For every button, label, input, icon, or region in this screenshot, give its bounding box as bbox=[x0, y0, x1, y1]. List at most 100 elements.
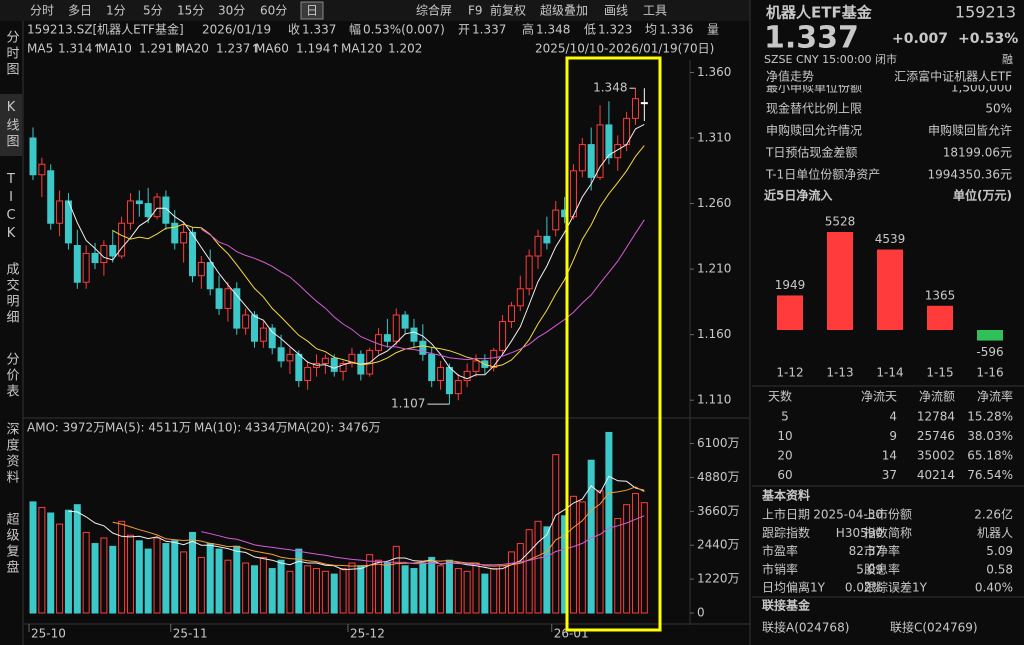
side-tab[interactable]: 成交明细 bbox=[4, 262, 20, 326]
candle-body bbox=[286, 353, 294, 362]
x-tick-label: 25-12 bbox=[350, 627, 385, 641]
candle-body bbox=[56, 200, 64, 224]
volume-bar bbox=[56, 523, 64, 614]
candle-body bbox=[587, 144, 595, 178]
toolbar-tab[interactable]: 分时 bbox=[30, 4, 54, 18]
candle-body bbox=[330, 357, 338, 372]
volume-bar bbox=[357, 565, 365, 614]
volume-bar bbox=[135, 540, 143, 614]
ma-name: MA10 bbox=[98, 42, 132, 56]
flow-date: 1-16 bbox=[976, 366, 1003, 380]
table-cell: 9 bbox=[889, 429, 897, 443]
side-tab[interactable]: 分时图 bbox=[4, 30, 20, 78]
table-cell: 5 bbox=[781, 410, 789, 424]
volume-bar bbox=[251, 565, 258, 614]
ma-value: 1.237↑ bbox=[216, 42, 260, 56]
ma-name: MA20 bbox=[175, 42, 209, 56]
volume-bar bbox=[144, 548, 152, 614]
nav-title: 净值走势 bbox=[766, 69, 814, 84]
fund-code: 159213 bbox=[955, 3, 1016, 22]
candle-body bbox=[304, 366, 312, 382]
table-cell: 20 bbox=[777, 449, 792, 463]
volume-bar bbox=[171, 540, 179, 614]
basic-label: 日均偏离1Y bbox=[762, 580, 826, 595]
table-cell: 25746 bbox=[917, 429, 955, 443]
candle-body bbox=[180, 231, 188, 244]
ma-value: 1.314↑ bbox=[58, 42, 102, 56]
candle-body bbox=[631, 98, 639, 119]
table-cell: 4 bbox=[889, 410, 897, 424]
candle-body bbox=[401, 314, 409, 329]
volume-bar bbox=[188, 531, 196, 614]
side-tab[interactable]: 深度资料 bbox=[4, 422, 20, 486]
candle-body bbox=[153, 196, 161, 218]
volume-bar bbox=[605, 431, 613, 614]
toolbar-tab[interactable]: 5分 bbox=[143, 4, 163, 18]
volume-bar bbox=[640, 502, 648, 614]
volume-bar bbox=[162, 543, 170, 614]
candle-body bbox=[499, 321, 507, 351]
volume-bar bbox=[197, 556, 205, 614]
toolbar-tab[interactable]: 15分 bbox=[177, 4, 204, 18]
toolbar-button[interactable]: 画线 bbox=[604, 4, 628, 18]
flow-title: 近5日净流入 bbox=[764, 188, 832, 203]
quote-value: 1.336 bbox=[659, 23, 693, 37]
toolbar-button[interactable]: 工具 bbox=[643, 4, 667, 18]
price: 1.337 bbox=[764, 21, 859, 56]
toolbar-tab[interactable]: 30分 bbox=[218, 4, 245, 18]
y-tick-label: 4880万 bbox=[697, 470, 740, 484]
side-tab[interactable]: K线图 bbox=[4, 100, 20, 150]
basic-value: 0.02% bbox=[845, 581, 883, 595]
toolbar-button[interactable]: 前复权 bbox=[490, 3, 526, 18]
margin-tag-box bbox=[1001, 52, 1016, 67]
basic-value: 82.37 bbox=[849, 544, 883, 558]
candle-body bbox=[543, 235, 551, 244]
quote-label: 低 bbox=[584, 23, 596, 37]
volume-bar bbox=[82, 531, 90, 614]
volume-bar bbox=[437, 565, 445, 614]
side-tab[interactable]: 超级复盘 bbox=[4, 512, 20, 576]
flow-bar bbox=[977, 330, 1003, 341]
y-tick-label: 1.360 bbox=[697, 65, 731, 79]
volume-bar bbox=[507, 551, 515, 614]
link-fund[interactable]: 联接A(024768) bbox=[762, 620, 849, 635]
toolbar-button[interactable]: 超级叠加 bbox=[540, 3, 588, 18]
toolbar-tab[interactable]: 日 bbox=[306, 4, 318, 18]
basic-value: 机器人 bbox=[977, 526, 1013, 540]
high-label: 1.348 bbox=[593, 81, 627, 95]
basic-value: 2025-04-30 bbox=[813, 508, 883, 522]
candle-body bbox=[91, 252, 99, 264]
candle-body bbox=[552, 209, 560, 231]
volume-ma-line bbox=[68, 475, 645, 571]
fund-title: 机器人ETF基金 bbox=[766, 4, 873, 22]
volume-bar bbox=[454, 568, 462, 614]
volume-bar bbox=[410, 568, 418, 614]
flow-value: 4539 bbox=[875, 232, 906, 246]
candle-body bbox=[472, 360, 480, 372]
volume-bar bbox=[29, 501, 37, 614]
volume-legend: MA(5): 4511万 bbox=[105, 421, 191, 435]
volume-bar bbox=[463, 570, 471, 614]
toolbar-tab[interactable]: 60分 bbox=[260, 4, 287, 18]
y-tick-label: 1.160 bbox=[697, 327, 731, 341]
market-status: SZSE CNY 15:00:00 闭市 bbox=[764, 52, 897, 66]
toolbar-tab[interactable]: 多日 bbox=[68, 4, 92, 18]
candle-body bbox=[206, 262, 214, 290]
y-tick-label: 1.210 bbox=[697, 262, 731, 276]
margin-tag: 融 bbox=[1002, 53, 1013, 66]
volume-bar bbox=[73, 504, 81, 614]
link-fund[interactable]: 联接C(024769) bbox=[890, 620, 978, 635]
toolbar-button[interactable]: F9 bbox=[468, 4, 483, 18]
basic-value: 2.26亿 bbox=[974, 507, 1013, 522]
y-tick-label: 1.310 bbox=[697, 131, 731, 145]
side-tab[interactable]: TICK bbox=[4, 172, 19, 244]
side-tab[interactable]: 分价表 bbox=[4, 352, 20, 400]
toolbar-tab[interactable]: 1分 bbox=[106, 4, 126, 18]
candle-body bbox=[410, 327, 418, 342]
candle-body bbox=[135, 200, 143, 205]
volume-bar bbox=[277, 559, 285, 614]
volume-bar bbox=[428, 556, 436, 614]
toolbar-button[interactable]: 综合屏 bbox=[416, 3, 452, 18]
